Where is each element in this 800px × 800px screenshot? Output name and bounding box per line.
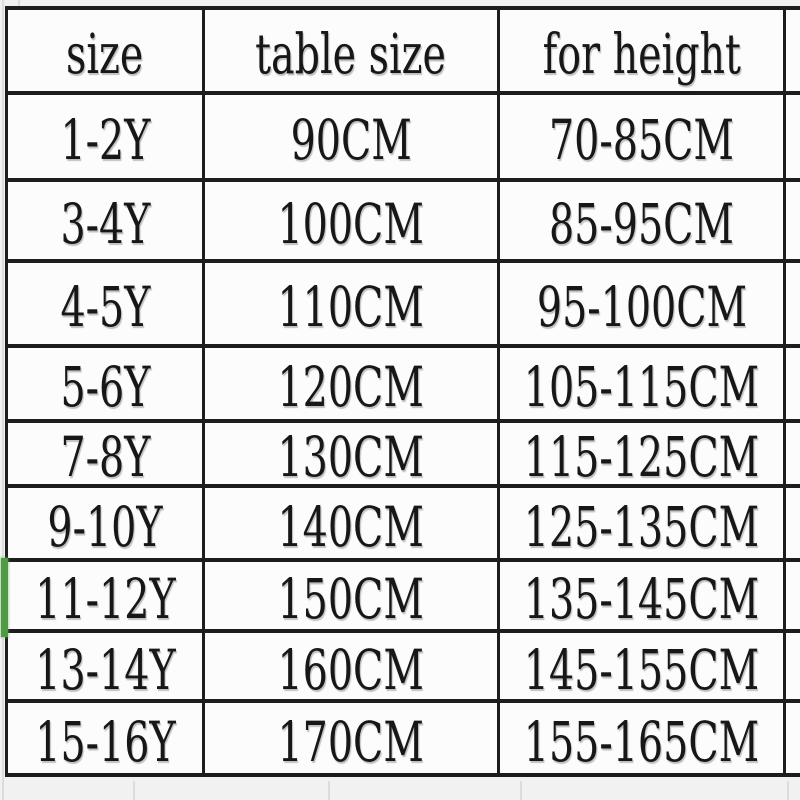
header-label-size: size	[66, 22, 144, 86]
faint-gridline-bottom	[520, 781, 522, 800]
cell-text: 11-12Y	[34, 567, 176, 631]
table-cell-for-height[interactable]: 135-145CM	[500, 562, 786, 633]
cell-text: 85-95CM	[548, 192, 734, 256]
cell-text: 70-85CM	[548, 108, 734, 172]
faint-gridline-bottom	[787, 781, 789, 800]
table-cell-table-size[interactable]: 90CM	[205, 95, 500, 182]
cell-text: 100CM	[277, 192, 425, 256]
cell-text: 4-5Y	[60, 275, 150, 339]
cell-text: 115-125CM	[523, 425, 760, 489]
cell-text: 135-145CM	[523, 567, 760, 631]
faint-gridline-bottom	[328, 781, 330, 800]
cell-text: 110CM	[277, 275, 425, 339]
cell-text: 95-100CM	[536, 275, 747, 339]
cell-text: 170CM	[277, 709, 425, 774]
header-cell-for-height[interactable]: for height	[500, 10, 786, 95]
cell-text: 160CM	[277, 637, 425, 702]
table-cell-overflow	[786, 263, 800, 348]
cell-text: 120CM	[277, 355, 425, 419]
table-cell-table-size[interactable]: 140CM	[205, 488, 500, 562]
cell-text: 15-16Y	[34, 709, 176, 774]
table-cell-for-height[interactable]: 115-125CM	[500, 423, 786, 488]
cell-text: 105-115CM	[523, 355, 760, 419]
table-cell-size[interactable]: 13-14Y	[8, 633, 205, 703]
cell-selection-indicator	[1, 558, 8, 637]
table-cell-size[interactable]: 4-5Y	[8, 263, 205, 348]
table-cell-size-selected[interactable]: 11-12Y	[8, 562, 205, 633]
table-cell-for-height[interactable]: 145-155CM	[500, 633, 786, 703]
table-cell-for-height[interactable]: 155-165CM	[500, 703, 786, 777]
table-cell-table-size[interactable]: 130CM	[205, 423, 500, 488]
faint-gridline-left	[2, 0, 4, 800]
cell-text: 140CM	[277, 494, 425, 559]
faint-gridline-bottom	[133, 781, 135, 800]
header-label-for-height: for height	[542, 22, 741, 86]
table-cell-overflow	[786, 348, 800, 423]
table-cell-for-height[interactable]: 85-95CM	[500, 182, 786, 263]
header-cell-size[interactable]: size	[8, 10, 205, 95]
table-cell-for-height[interactable]: 105-115CM	[500, 348, 786, 423]
cell-text: 13-14Y	[34, 637, 176, 702]
table-cell-overflow	[786, 423, 800, 488]
cell-text: 155-165CM	[523, 709, 760, 774]
table-cell-table-size[interactable]: 160CM	[205, 633, 500, 703]
cell-text: 130CM	[277, 425, 425, 489]
cell-text: 3-4Y	[60, 192, 150, 256]
header-cell-table-size[interactable]: table size	[205, 10, 500, 95]
table-cell-size[interactable]: 9-10Y	[8, 488, 205, 562]
size-chart-table: size table size for height 1-2Y 90CM 70-…	[5, 6, 800, 777]
table-cell-overflow	[786, 562, 800, 633]
cell-text: 150CM	[277, 567, 425, 631]
header-cell-overflow	[786, 10, 800, 95]
table-cell-overflow	[786, 182, 800, 263]
cell-text: 7-8Y	[60, 425, 150, 489]
table-cell-table-size[interactable]: 150CM	[205, 562, 500, 633]
cell-text: 1-2Y	[60, 108, 150, 172]
table-cell-overflow	[786, 95, 800, 182]
table-cell-table-size[interactable]: 170CM	[205, 703, 500, 777]
table-cell-size[interactable]: 3-4Y	[8, 182, 205, 263]
table-cell-size[interactable]: 1-2Y	[8, 95, 205, 182]
cell-text: 145-155CM	[523, 637, 760, 702]
table-cell-table-size[interactable]: 120CM	[205, 348, 500, 423]
cell-text: 90CM	[290, 108, 412, 172]
table-cell-size[interactable]: 15-16Y	[8, 703, 205, 777]
cell-text: 125-135CM	[523, 494, 760, 559]
cell-text: 9-10Y	[47, 494, 163, 559]
table-cell-for-height[interactable]: 125-135CM	[500, 488, 786, 562]
table-cell-for-height[interactable]: 95-100CM	[500, 263, 786, 348]
header-label-table-size: table size	[255, 22, 447, 86]
table-cell-table-size[interactable]: 110CM	[205, 263, 500, 348]
cell-text: 5-6Y	[60, 355, 150, 419]
table-cell-table-size[interactable]: 100CM	[205, 182, 500, 263]
table-cell-overflow	[786, 633, 800, 703]
table-cell-overflow	[786, 488, 800, 562]
table-cell-overflow	[786, 703, 800, 777]
faint-gridline-top	[18, 0, 20, 6]
table-cell-for-height[interactable]: 70-85CM	[500, 95, 786, 182]
table-cell-size[interactable]: 5-6Y	[8, 348, 205, 423]
table-cell-size[interactable]: 7-8Y	[8, 423, 205, 488]
